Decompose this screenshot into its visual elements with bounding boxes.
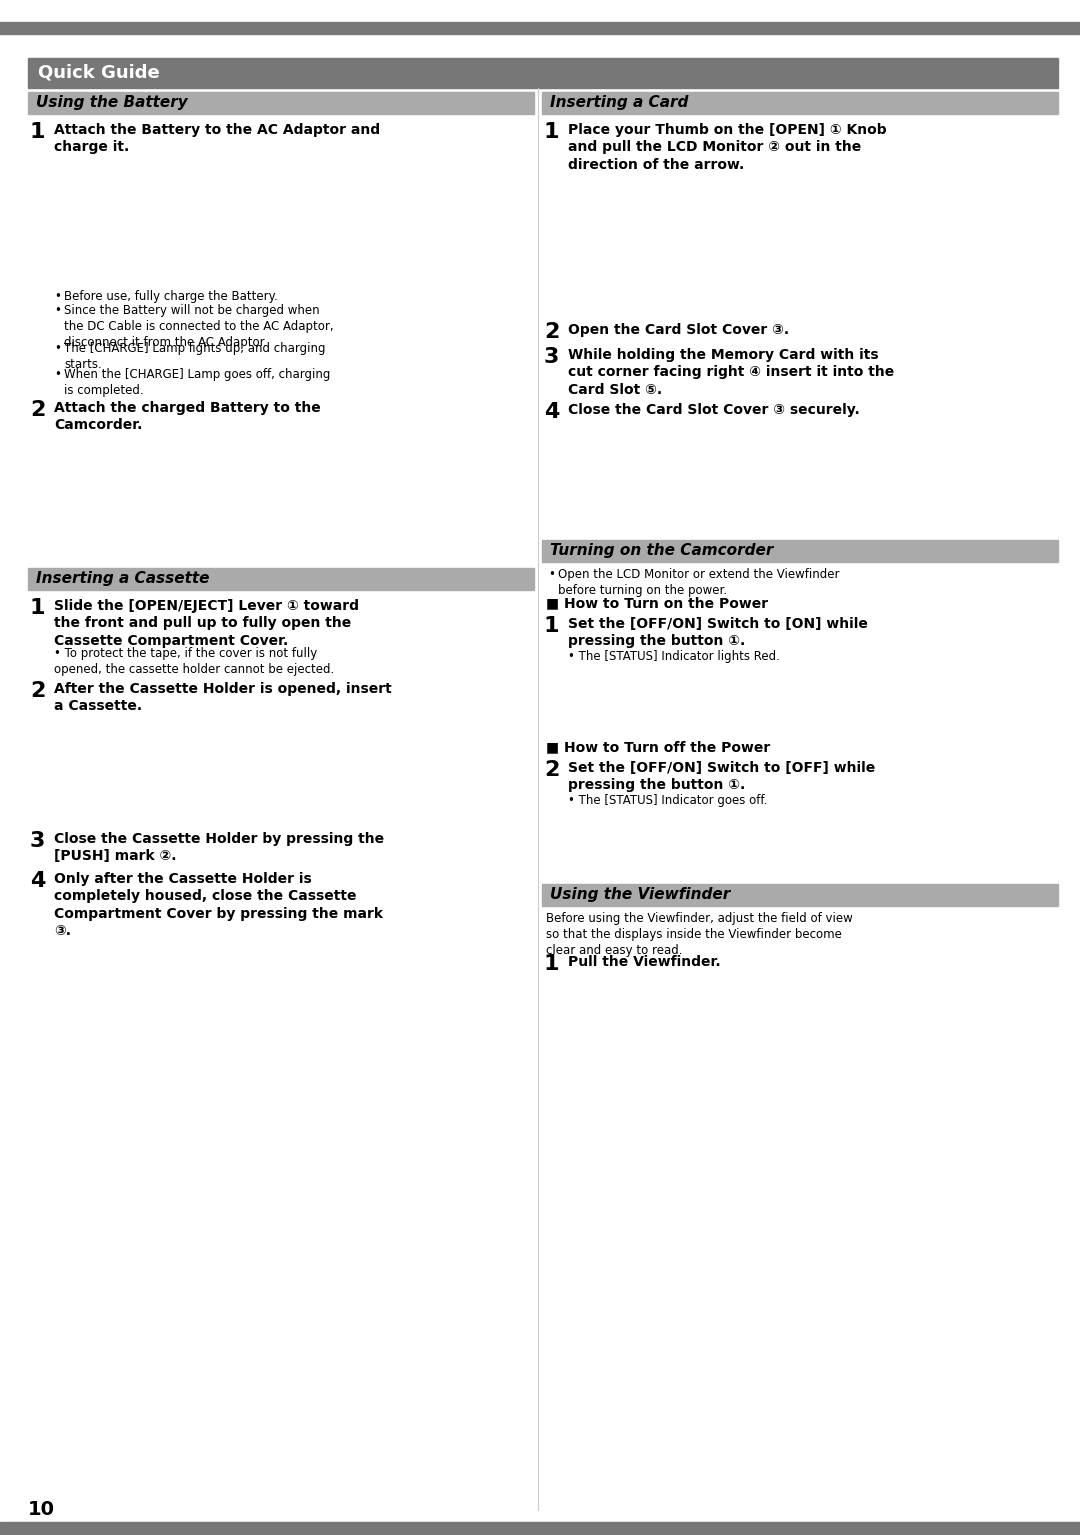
Text: 1: 1 xyxy=(30,599,45,619)
Bar xyxy=(542,884,1058,906)
Bar xyxy=(28,568,534,589)
Text: 2: 2 xyxy=(544,760,559,780)
Text: Close the Cassette Holder by pressing the
[PUSH] mark ②.: Close the Cassette Holder by pressing th… xyxy=(54,832,384,863)
Text: 10: 10 xyxy=(28,1500,55,1520)
Text: 3: 3 xyxy=(30,830,45,850)
Text: •: • xyxy=(54,368,60,381)
Text: 1: 1 xyxy=(544,121,559,143)
Text: 2: 2 xyxy=(30,682,45,701)
Text: •: • xyxy=(548,568,555,582)
Text: •: • xyxy=(54,290,60,302)
Text: ■ How to Turn on the Power: ■ How to Turn on the Power xyxy=(546,596,768,609)
Text: Open the Card Slot Cover ③.: Open the Card Slot Cover ③. xyxy=(568,322,789,338)
Text: Using the Battery: Using the Battery xyxy=(36,95,188,111)
Text: Since the Battery will not be charged when
the DC Cable is connected to the AC A: Since the Battery will not be charged wh… xyxy=(64,304,334,348)
Bar xyxy=(0,1523,1080,1535)
Text: Place your Thumb on the [OPEN] ① Knob
and pull the LCD Monitor ② out in the
dire: Place your Thumb on the [OPEN] ① Knob an… xyxy=(568,123,887,172)
Text: • The [STATUS] Indicator goes off.: • The [STATUS] Indicator goes off. xyxy=(568,794,768,807)
Text: 1: 1 xyxy=(30,121,45,143)
Text: Only after the Cassette Holder is
completely housed, close the Cassette
Compartm: Only after the Cassette Holder is comple… xyxy=(54,872,383,938)
Text: Close the Card Slot Cover ③ securely.: Close the Card Slot Cover ③ securely. xyxy=(568,404,860,418)
Bar xyxy=(0,21,1080,34)
Text: Inserting a Card: Inserting a Card xyxy=(550,95,688,111)
Text: Using the Viewfinder: Using the Viewfinder xyxy=(550,887,730,903)
Text: Set the [OFF/ON] Switch to [OFF] while
pressing the button ①.: Set the [OFF/ON] Switch to [OFF] while p… xyxy=(568,761,875,792)
Text: Pull the Viewfinder.: Pull the Viewfinder. xyxy=(568,955,720,969)
Text: 4: 4 xyxy=(30,870,45,890)
Text: Attach the Battery to the AC Adaptor and
charge it.: Attach the Battery to the AC Adaptor and… xyxy=(54,123,380,155)
Text: •: • xyxy=(54,304,60,318)
Bar xyxy=(28,92,534,114)
Text: 2: 2 xyxy=(30,401,45,421)
Text: Set the [OFF/ON] Switch to [ON] while
pressing the button ①.: Set the [OFF/ON] Switch to [ON] while pr… xyxy=(568,617,868,648)
Text: • To protect the tape, if the cover is not fully
opened, the cassette holder can: • To protect the tape, if the cover is n… xyxy=(54,646,334,675)
Text: • The [STATUS] Indicator lights Red.: • The [STATUS] Indicator lights Red. xyxy=(568,649,780,663)
Text: 4: 4 xyxy=(544,402,559,422)
Text: 3: 3 xyxy=(544,347,559,367)
Text: After the Cassette Holder is opened, insert
a Cassette.: After the Cassette Holder is opened, ins… xyxy=(54,682,392,714)
Text: Quick Guide: Quick Guide xyxy=(38,64,160,81)
Text: •: • xyxy=(54,342,60,355)
Text: Attach the charged Battery to the
Camcorder.: Attach the charged Battery to the Camcor… xyxy=(54,401,321,433)
Bar xyxy=(28,58,1058,87)
Text: ■ How to Turn off the Power: ■ How to Turn off the Power xyxy=(546,740,770,754)
Text: When the [CHARGE] Lamp goes off, charging
is completed.: When the [CHARGE] Lamp goes off, chargin… xyxy=(64,368,330,398)
Bar xyxy=(542,540,1058,562)
Text: Turning on the Camcorder: Turning on the Camcorder xyxy=(550,543,773,559)
Text: Slide the [OPEN/EJECT] Lever ① toward
the front and pull up to fully open the
Ca: Slide the [OPEN/EJECT] Lever ① toward th… xyxy=(54,599,359,648)
Text: While holding the Memory Card with its
cut corner facing right ④ insert it into : While holding the Memory Card with its c… xyxy=(568,348,894,396)
Text: 1: 1 xyxy=(544,616,559,635)
Bar xyxy=(542,92,1058,114)
Text: 2: 2 xyxy=(544,322,559,342)
Text: 1: 1 xyxy=(544,953,559,975)
Text: Inserting a Cassette: Inserting a Cassette xyxy=(36,571,210,586)
Text: Open the LCD Monitor or extend the Viewfinder
before turning on the power.: Open the LCD Monitor or extend the Viewf… xyxy=(558,568,839,597)
Text: The [CHARGE] Lamp lights up, and charging
starts.: The [CHARGE] Lamp lights up, and chargin… xyxy=(64,342,325,371)
Text: Before use, fully charge the Battery.: Before use, fully charge the Battery. xyxy=(64,290,278,302)
Text: Before using the Viewfinder, adjust the field of view
so that the displays insid: Before using the Viewfinder, adjust the … xyxy=(546,912,853,956)
